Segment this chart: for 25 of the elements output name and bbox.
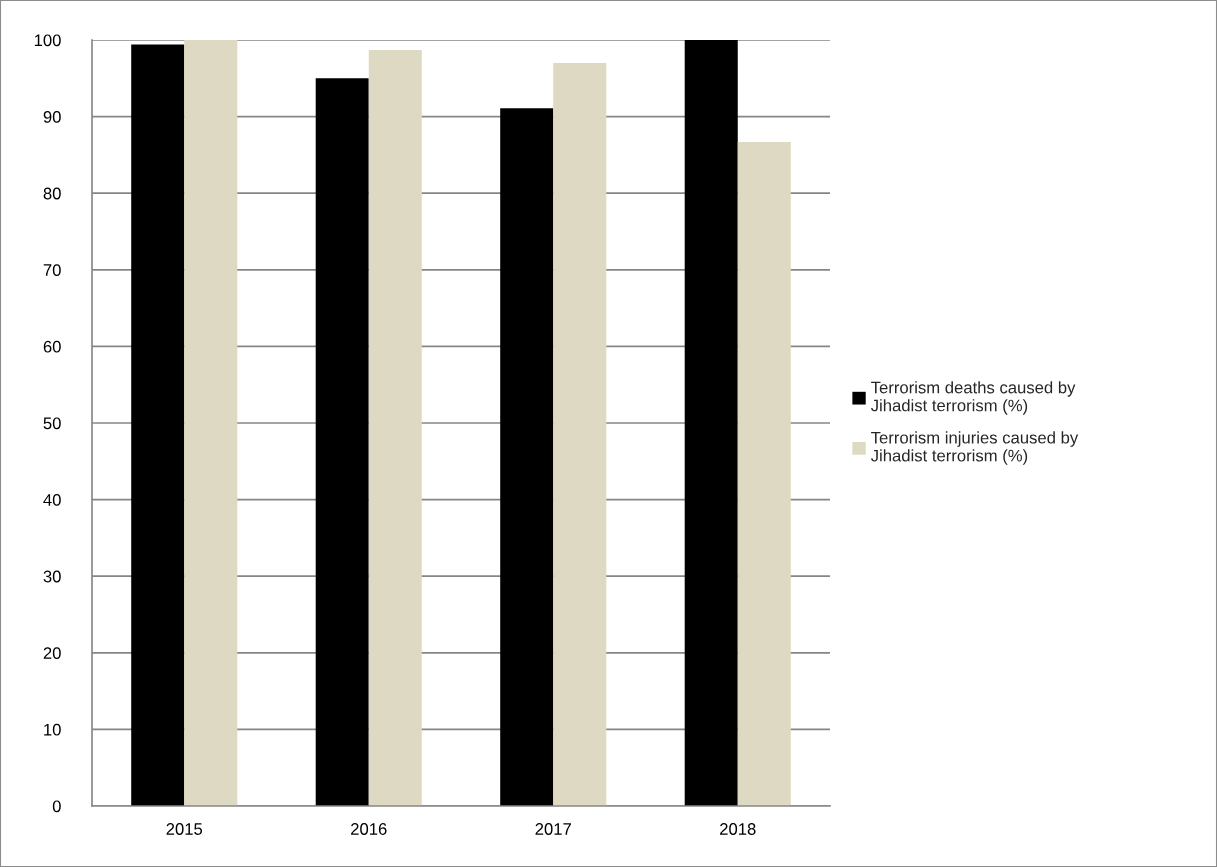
x-tick-label: 2015 [166, 823, 203, 835]
bar [684, 40, 738, 806]
y-tick-label: 30 [43, 570, 61, 583]
y-tick-label: 80 [43, 187, 61, 200]
y-tick-label: 20 [43, 647, 61, 659]
x-tick-label: 2016 [351, 823, 387, 835]
bar [315, 78, 369, 806]
y-tick-label: 90 [43, 111, 61, 123]
bar [553, 62, 607, 806]
bar [184, 40, 238, 806]
y-tick-label: 70 [43, 264, 61, 276]
y-tick-label: 40 [43, 494, 61, 506]
x-tick-label: 2018 [720, 823, 756, 835]
bar [368, 49, 422, 806]
y-tick-label: 60 [43, 340, 61, 353]
y-tick-label: 10 [44, 723, 61, 736]
bar [131, 44, 185, 806]
y-tick-label: 50 [43, 417, 61, 430]
bar [500, 108, 554, 806]
legend-label: Terrorism injuries caused by Jihadist terrorism (%) [870, 431, 1079, 465]
y-tick-label: 100 [34, 34, 61, 47]
y-tick-label: 0 [52, 800, 61, 813]
legend-label: Terrorism deaths caused by Jihadist terrorism (%) [870, 381, 1076, 415]
x-tick-label: 2017 [535, 823, 571, 835]
bar [737, 141, 791, 806]
